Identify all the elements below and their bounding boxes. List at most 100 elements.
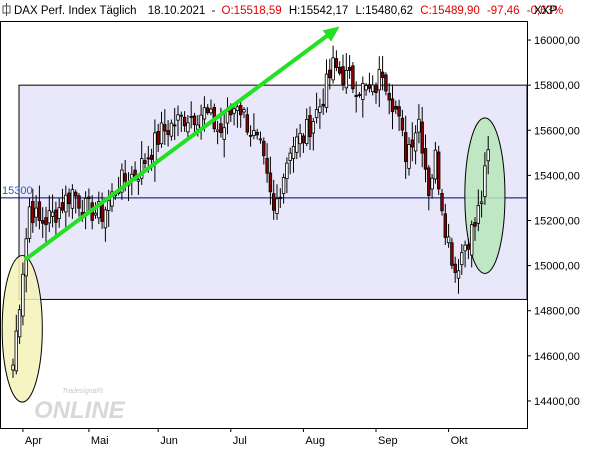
candle	[192, 112, 197, 135]
candle	[301, 133, 306, 153]
candle-body-down	[255, 132, 259, 136]
candle	[403, 115, 408, 179]
candle	[262, 137, 266, 165]
candle	[433, 141, 438, 184]
candle-body-down	[278, 196, 282, 199]
candle	[60, 188, 65, 214]
candle-body-up	[136, 179, 141, 182]
candle	[311, 117, 315, 151]
candle	[377, 56, 381, 108]
candle-body-down	[123, 173, 127, 182]
candle-body-down	[146, 157, 150, 160]
candle-body-down	[357, 94, 362, 96]
candle-body-down	[328, 69, 332, 79]
trend-arrow-head	[322, 26, 340, 42]
candle-body-down	[41, 220, 45, 224]
candle-body-up	[176, 114, 180, 121]
candle-body-down	[182, 116, 187, 127]
candle	[93, 202, 98, 219]
x-month-label: Jun	[160, 435, 178, 447]
candle-body-up	[225, 111, 230, 124]
candle	[456, 259, 461, 294]
candle-body-up	[103, 209, 108, 229]
candle-body-down	[172, 124, 177, 127]
candle-body-down	[245, 114, 249, 133]
candle-body-down	[423, 148, 428, 170]
y-tick-label: 15400,00	[534, 170, 580, 182]
candle	[166, 120, 170, 147]
candle	[163, 109, 167, 145]
candle-body-down	[271, 193, 276, 211]
candle-body-up	[433, 149, 438, 180]
candle	[324, 59, 329, 113]
candle-body-down	[436, 151, 441, 190]
candle	[361, 76, 365, 118]
x-month-label: Sep	[378, 435, 398, 447]
candle-body-up	[370, 84, 375, 93]
candle-body-down	[443, 213, 447, 238]
candle	[341, 54, 345, 91]
candle-body-down	[156, 131, 160, 145]
header-close: C:15489,90	[420, 5, 479, 17]
candle	[34, 195, 38, 227]
candle-body-down	[341, 66, 345, 85]
candle-body-down	[268, 172, 273, 193]
candle-body-down	[427, 167, 431, 197]
candle-body-up	[377, 69, 381, 91]
candle-body-down	[31, 200, 35, 224]
candle-body-up	[486, 149, 490, 162]
candle-body-up	[460, 252, 464, 266]
candle	[394, 100, 398, 115]
candle	[245, 107, 249, 136]
candle	[460, 243, 464, 275]
candle-body-down	[397, 106, 401, 117]
x-month-label: Mai	[91, 435, 109, 447]
candle-body-down	[205, 107, 210, 114]
candle-body-up	[417, 118, 421, 133]
candle-body-up	[186, 122, 190, 133]
candle	[364, 82, 368, 96]
candle-body-down	[400, 117, 405, 131]
candle-body-down	[219, 123, 223, 134]
candle	[136, 175, 141, 195]
candle	[179, 111, 183, 132]
candle-body-down	[67, 192, 71, 205]
candle-body-up	[479, 201, 484, 204]
candle	[479, 190, 484, 218]
y-tick-label: 16000,00	[534, 35, 580, 47]
candle	[384, 72, 388, 96]
candle	[14, 314, 18, 375]
candle	[205, 104, 210, 115]
candle-body-up	[83, 197, 88, 214]
candle	[344, 53, 348, 94]
candle-body-up	[311, 121, 315, 134]
candle-body-up	[361, 83, 365, 100]
candle	[139, 141, 144, 185]
candle-body-down	[380, 71, 385, 78]
candle-body-up	[446, 236, 451, 244]
y-tick-label: 15200,00	[534, 215, 580, 227]
candle	[27, 197, 32, 243]
candle	[367, 72, 372, 93]
candle-body-down	[351, 65, 355, 90]
candle	[357, 92, 362, 98]
candle	[44, 206, 48, 243]
header-change-pct: -0,63%	[527, 5, 563, 17]
candle-body-up	[50, 211, 55, 217]
candle	[87, 188, 91, 214]
y-tick-label: 14400,00	[534, 396, 580, 408]
candle	[380, 55, 385, 91]
candle	[37, 185, 42, 230]
x-month-label: Jul	[233, 435, 247, 447]
header-high: H:15542,17	[289, 5, 348, 17]
candle	[446, 223, 451, 248]
candle	[97, 191, 101, 225]
candle-body-down	[321, 103, 325, 107]
candle-body-down	[440, 193, 444, 212]
currency-label: XXP	[534, 5, 557, 17]
candle-body-down	[403, 132, 408, 163]
x-month-label: Okt	[451, 435, 468, 447]
header-open: O:15518,59	[222, 5, 282, 17]
candle-body-up	[17, 309, 22, 338]
